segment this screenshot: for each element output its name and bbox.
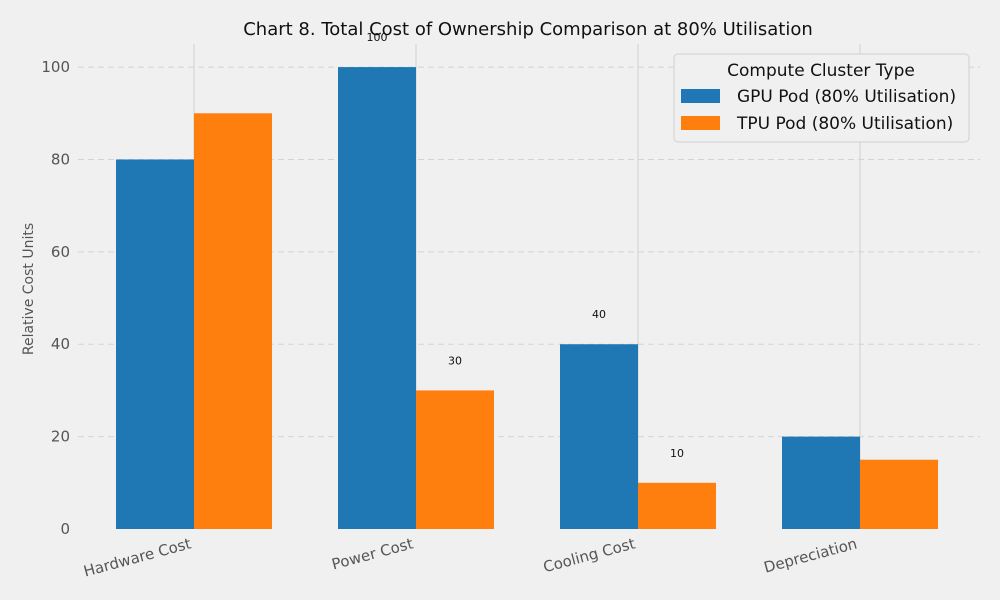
bar-tpu-1 xyxy=(416,390,494,529)
bar-gpu-0 xyxy=(116,159,194,529)
y-tick-label: 100 xyxy=(41,58,70,76)
bar-tpu-2 xyxy=(638,482,716,529)
data-label: 30 xyxy=(448,354,462,367)
legend-label-gpu: GPU Pod (80% Utilisation) xyxy=(737,87,956,107)
y-tick-label: 0 xyxy=(60,520,70,538)
legend-title: Compute Cluster Type xyxy=(727,61,915,81)
bars-layer xyxy=(116,67,938,530)
data-label: 40 xyxy=(592,308,606,321)
legend-swatch-gpu xyxy=(681,89,720,103)
legend-frame xyxy=(673,53,970,143)
y-tick-label: 40 xyxy=(51,335,70,353)
legend-swatch-tpu xyxy=(681,116,720,130)
y-axis-label: Relative Cost Units xyxy=(21,223,37,355)
legend: Compute Cluster Type GPU Pod (80% Utilis… xyxy=(673,53,970,143)
bar-gpu-1 xyxy=(338,67,416,529)
bar-gpu-3 xyxy=(782,436,860,529)
bar-tpu-0 xyxy=(194,113,272,530)
data-label: 10 xyxy=(670,447,684,460)
y-tick-label: 60 xyxy=(51,243,70,261)
legend-label-tpu: TPU Pod (80% Utilisation) xyxy=(736,114,953,134)
y-tick-label: 80 xyxy=(51,150,70,168)
bar-tpu-3 xyxy=(860,459,938,529)
data-label: 100 xyxy=(367,31,388,44)
bar-gpu-2 xyxy=(560,344,638,529)
y-tick-label: 20 xyxy=(51,428,70,446)
chart-title: Chart 8. Total Cost of Ownership Compari… xyxy=(243,19,813,40)
